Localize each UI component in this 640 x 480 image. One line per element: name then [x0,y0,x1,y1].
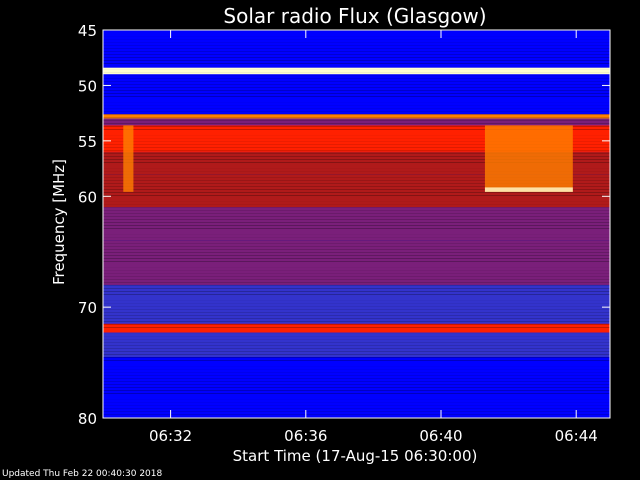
frequency-band-4 [103,118,610,126]
frequency-band-8 [103,207,610,241]
frequency-band-13 [103,357,610,385]
x-tick-label: 06:32 [149,427,192,445]
spectrogram-plot-area [102,29,611,419]
y-axis-label: Frequency [MHz] [50,159,68,285]
y-tick-label: 70 [78,299,97,317]
y-tick-label: 45 [78,22,97,40]
frequency-band-6 [103,151,610,175]
burst-2 [484,187,573,192]
x-axis-label: Start Time (17-Aug-15 06:30:00) [233,447,478,465]
plot-frame [102,29,611,419]
frequency-band-9 [103,240,610,285]
frequency-band-11 [103,323,610,333]
y-tick-label: 80 [78,410,97,428]
y-axis: 45 50 55 60 70 80 [78,22,610,428]
y-tick-label: 55 [78,133,97,151]
frequency-band-14 [103,384,610,418]
burst-1 [484,125,573,192]
frequency-band-1 [103,67,610,75]
x-tick-label: 06:44 [555,427,598,445]
x-axis: 06:32 06:36 06:40 06:44 [149,30,598,445]
x-tick-label: 06:36 [284,427,327,445]
frequency-band-10 [103,284,610,324]
x-tick-label: 06:40 [419,427,462,445]
updated-timestamp: Updated Thu Feb 22 00:40:30 2018 [2,469,163,479]
y-tick-label: 60 [78,188,97,206]
frequency-band-2 [103,74,610,115]
frequency-band-3 [103,114,610,119]
frequency-band-0 [103,30,610,68]
burst-0 [123,125,134,192]
y-tick-label: 50 [78,77,97,95]
chart-title: Solar radio Flux (Glasgow) [223,4,486,28]
frequency-band-12 [103,332,610,358]
